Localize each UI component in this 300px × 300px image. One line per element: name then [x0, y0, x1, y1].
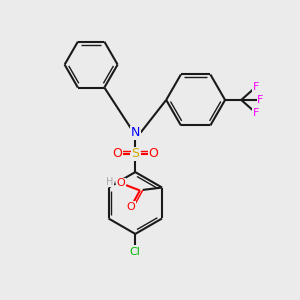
Text: Cl: Cl [130, 247, 141, 256]
Text: O: O [127, 202, 136, 212]
Text: O: O [112, 147, 122, 160]
Text: O: O [116, 178, 125, 188]
Text: F: F [253, 108, 259, 118]
Text: H: H [106, 177, 113, 187]
Text: O: O [148, 147, 158, 160]
Text: N: N [130, 126, 140, 139]
Text: F: F [257, 95, 264, 105]
Text: S: S [131, 147, 139, 160]
Text: F: F [253, 82, 259, 92]
